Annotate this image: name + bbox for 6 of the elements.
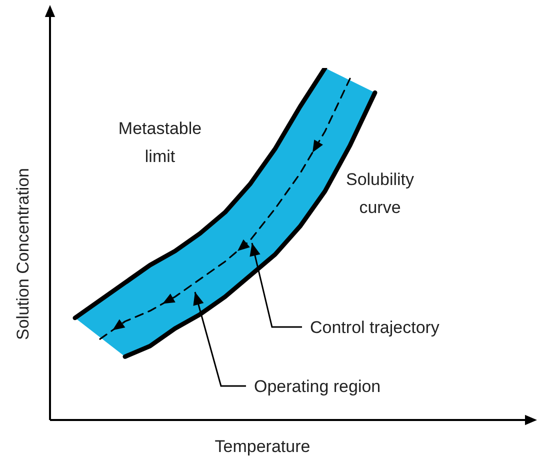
annotation: Solubility curve — [346, 170, 415, 217]
x-axis-title: Temperature — [214, 437, 310, 456]
annotation: Operating region — [254, 377, 381, 396]
annotation: Control trajectory — [310, 318, 440, 337]
annotation: Metastable limit — [118, 119, 202, 166]
y-axis-title: Solution Concentration — [14, 168, 33, 340]
